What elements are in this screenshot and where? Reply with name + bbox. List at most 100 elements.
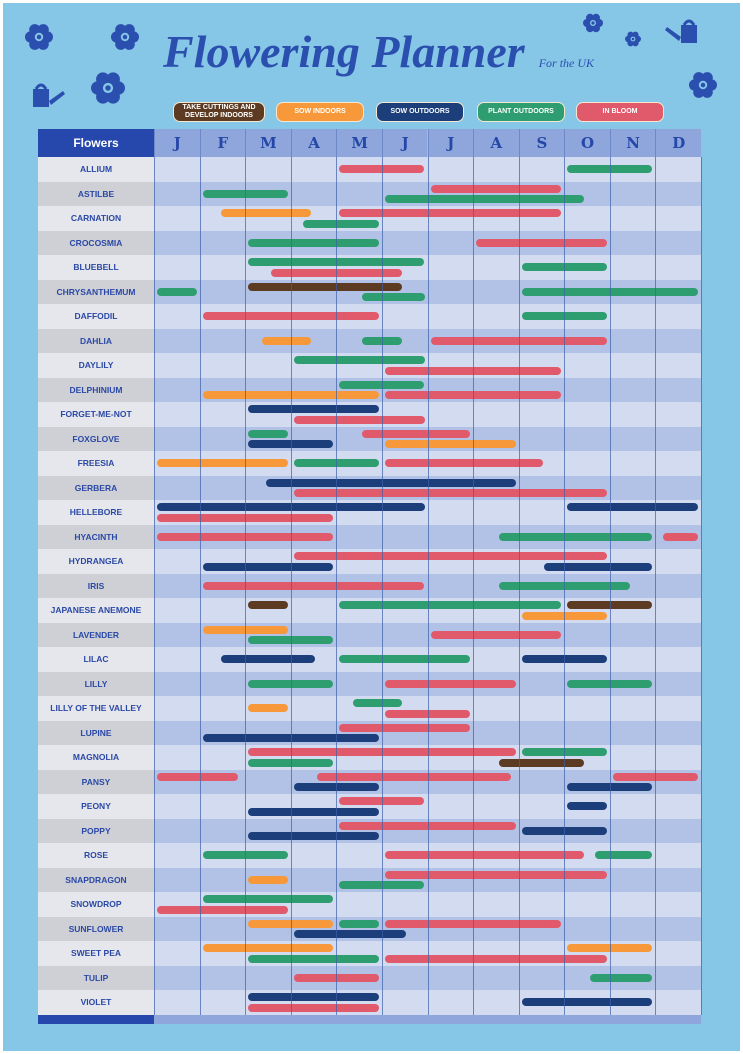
month-header: A xyxy=(290,129,337,157)
flower-row: LILAC xyxy=(38,647,701,672)
flower-name: PANSY xyxy=(38,769,154,794)
month-gridline xyxy=(336,157,338,1015)
month-header: N xyxy=(609,129,656,157)
bar-plant_out xyxy=(362,293,425,302)
bar-bloom xyxy=(202,312,379,321)
flower-icon xyxy=(25,23,53,56)
flower-name: PEONY xyxy=(38,794,154,819)
flower-row: LILLY OF THE VALLEY xyxy=(38,696,701,721)
month-gridline xyxy=(564,157,566,1015)
flower-row: CROCOSMIA xyxy=(38,230,701,255)
footer-bar-right xyxy=(154,1014,701,1024)
title-block: Flowering Planner For the UK xyxy=(163,25,594,78)
month-header: J xyxy=(154,129,200,157)
month-header: J xyxy=(381,129,428,157)
flower-row: ROSE xyxy=(38,843,701,868)
bar-sow_out xyxy=(248,440,334,449)
flower-name: DELPHINIUM xyxy=(38,377,154,402)
flower-name: LILLY OF THE VALLEY xyxy=(38,696,154,721)
flower-row: SNOWDROP xyxy=(38,892,701,917)
bar-sow_out xyxy=(248,807,379,816)
flower-name: FORGET-ME-NOT xyxy=(38,402,154,427)
month-header: A xyxy=(473,129,519,157)
flower-name: POPPY xyxy=(38,818,154,843)
bar-sow_in xyxy=(202,391,379,400)
legend-item-bloom: IN BLOOM xyxy=(576,102,664,122)
flower-row: SUNFLOWER xyxy=(38,916,701,941)
bar-bloom xyxy=(339,209,562,218)
flower-row: MAGNOLIA xyxy=(38,745,701,770)
bar-sow_out xyxy=(248,832,379,841)
bar-bloom xyxy=(339,723,471,732)
flower-icon xyxy=(625,31,641,52)
bar-sow_out xyxy=(567,503,698,512)
flower-name: CROCOSMIA xyxy=(38,230,154,255)
flower-row: IRIS xyxy=(38,573,701,598)
flower-name: HYACINTH xyxy=(38,524,154,549)
bar-bloom xyxy=(384,391,562,400)
flower-row: HYACINTH xyxy=(38,524,701,549)
flower-name: FOXGLOVE xyxy=(38,426,154,451)
flower-row: CARNATION xyxy=(38,206,701,231)
flower-row: HYDRANGEA xyxy=(38,549,701,574)
bar-bloom xyxy=(248,1003,379,1012)
flower-name: DAYLILY xyxy=(38,353,154,378)
month-gridline xyxy=(609,157,611,1015)
bar-plant_out xyxy=(353,699,402,708)
flower-row: FREESIA xyxy=(38,451,701,476)
bar-plant_out xyxy=(339,655,471,664)
bar-plant_out xyxy=(339,919,379,928)
bar-sow_in xyxy=(261,336,311,345)
bar-bloom xyxy=(430,184,562,193)
month-gridline xyxy=(701,157,702,1015)
bar-sow_out xyxy=(220,655,316,664)
legend-item-cuttings: TAKE CUTTINGS AND DEVELOP INDOORS xyxy=(173,102,265,122)
flower-name: FREESIA xyxy=(38,451,154,476)
flower-name: HELLEBORE xyxy=(38,500,154,525)
flower-name: LUPINE xyxy=(38,720,154,745)
bar-bloom xyxy=(476,238,607,247)
flower-name: SNOWDROP xyxy=(38,892,154,917)
flower-name: ROSE xyxy=(38,843,154,868)
flower-row: SNAPDRAGON xyxy=(38,867,701,892)
flower-row: LUPINE xyxy=(38,720,701,745)
flower-row: LILLY xyxy=(38,671,701,696)
bar-bloom xyxy=(293,415,425,424)
bar-sow_out xyxy=(567,802,607,811)
flower-row: ASTILBE xyxy=(38,181,701,206)
legend-item-plant_out: PLANT OUTDOORS xyxy=(477,102,565,122)
month-header: D xyxy=(655,129,701,157)
bar-bloom xyxy=(316,772,512,781)
flower-name: CARNATION xyxy=(38,206,154,231)
bar-bloom xyxy=(430,630,562,639)
month-gridline xyxy=(290,157,292,1015)
bar-sow_in xyxy=(220,209,311,218)
bar-bloom xyxy=(362,429,471,438)
watering-can-icon xyxy=(23,81,67,116)
bar-sow_in xyxy=(248,704,288,713)
bar-plant_out xyxy=(339,601,562,610)
flower-row: PANSY xyxy=(38,769,701,794)
chart-subtitle: For the UK xyxy=(538,56,595,70)
month-gridline xyxy=(199,157,201,1015)
bar-plant_out xyxy=(521,263,607,272)
flower-name: JAPANESE ANEMONE xyxy=(38,598,154,623)
month-gridline xyxy=(518,157,520,1015)
flower-row: PEONY xyxy=(38,794,701,819)
bar-cuttings xyxy=(248,601,288,610)
flower-name: DAFFODIL xyxy=(38,304,154,329)
bar-plant_out xyxy=(157,287,197,296)
bar-plant_out xyxy=(248,238,379,247)
bar-plant_out xyxy=(498,532,653,541)
bar-bloom xyxy=(384,851,585,860)
bar-bloom xyxy=(384,954,607,963)
flower-name: BLUEBELL xyxy=(38,255,154,280)
month-header: J xyxy=(427,129,474,157)
bar-sow_out xyxy=(293,930,407,939)
bar-bloom xyxy=(339,821,516,830)
bar-plant_out xyxy=(521,748,607,757)
bar-plant_out xyxy=(248,679,334,688)
bar-plant_out xyxy=(384,195,585,204)
month-gridline xyxy=(473,157,475,1015)
bar-sow_out xyxy=(521,998,653,1007)
